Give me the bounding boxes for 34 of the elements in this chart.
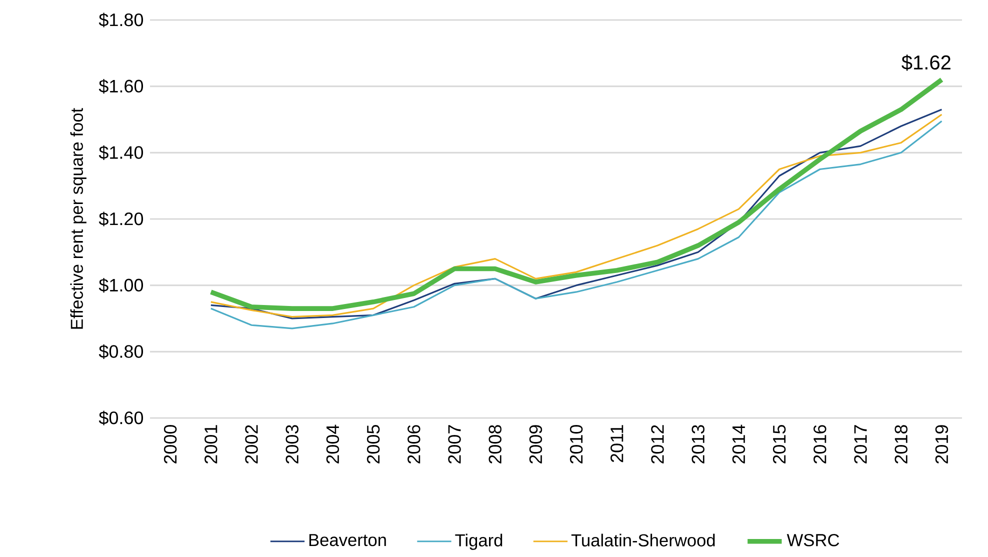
x-tick-label: 2007: [448, 425, 461, 464]
x-tick-label: 2018: [894, 425, 908, 464]
y-axis-title: Effective rent per square foot: [70, 108, 86, 329]
x-tick-label: 2017: [854, 425, 867, 464]
x-tick-label: 2001: [204, 425, 218, 464]
x-tick-label: 2005: [366, 425, 380, 464]
x-tick-label: 2019: [935, 425, 948, 464]
y-tick-label: $1.40: [98, 145, 144, 160]
y-tick-label: $0.60: [98, 410, 144, 426]
x-tick-label: 2004: [326, 424, 340, 464]
x-tick-label: 2013: [692, 425, 704, 464]
x-tick-label: 2012: [651, 425, 664, 464]
x-tick-label: 2014: [732, 424, 746, 464]
x-tick-label: 2008: [488, 425, 502, 464]
y-tick-label: $0.80: [98, 344, 144, 359]
x-tick-label: 2010: [570, 424, 583, 464]
x-tick-label: 2000: [164, 424, 177, 464]
x-tick-label: 2006: [408, 425, 420, 464]
x-tick-label: 2009: [529, 425, 542, 464]
legend-label: Tualatin-Sherwood: [571, 534, 715, 546]
legend-label: WSRC: [786, 534, 840, 546]
y-tick-label: $1.00: [98, 278, 144, 293]
legend-label: Tigard: [455, 534, 502, 550]
x-tick-label: 2002: [245, 425, 258, 464]
y-tick-label: $1.80: [98, 12, 144, 28]
line-series: [208, 77, 944, 311]
y-tick-label: $1.60: [98, 79, 144, 94]
x-tick-label: 2003: [286, 425, 298, 464]
x-tick-label: 2016: [814, 425, 826, 464]
annotation: $1.62: [902, 54, 950, 71]
y-tick-label: $1.20: [98, 212, 144, 226]
x-tick-label: 2011: [610, 425, 624, 462]
x-tick-label: 2015: [772, 425, 786, 464]
legend-label: Beaverton: [309, 534, 386, 546]
